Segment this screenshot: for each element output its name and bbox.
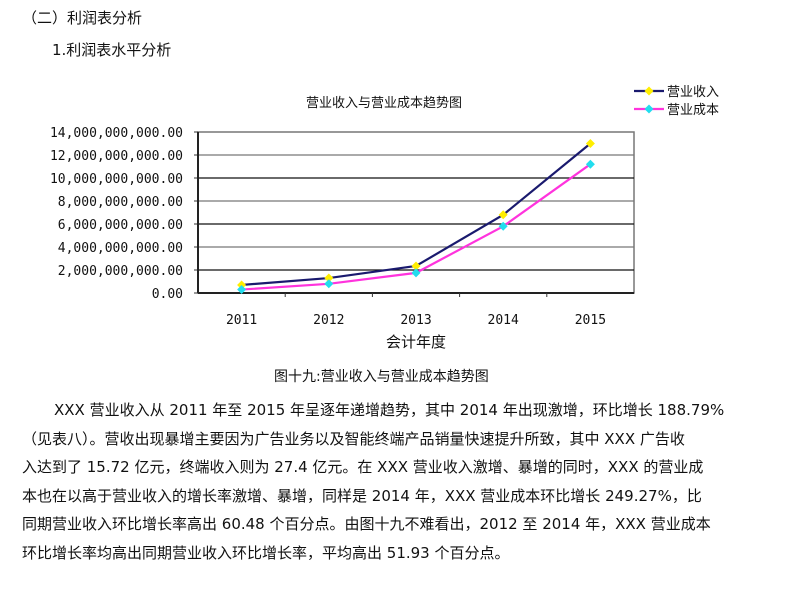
data-point-marker <box>585 159 595 169</box>
x-tick-label: 2015 <box>575 313 606 328</box>
line-chart: 营业收入与营业成本趋势图 0.00 2,000,000,000.00 4,000,0… <box>0 70 787 360</box>
x-axis-title: 会计年度 <box>386 333 446 351</box>
legend-label: 营业成本 <box>667 103 719 118</box>
x-tick-label: 2012 <box>313 313 344 328</box>
data-point-marker <box>411 261 421 271</box>
y-tick-label: 2,000,000,000.00 <box>58 264 183 279</box>
paragraph-line: 本也在以高于营业收入的增长率激增、暴增，同样是 2014 年，XXX 营业成本环… <box>22 486 702 505</box>
legend-label: 营业收入 <box>667 85 719 100</box>
y-axis-labels: 0.00 2,000,000,000.00 4,000,000,000.00 6,00… <box>50 126 183 302</box>
paragraph-line: 环比增长率均高出同期营业收入环比增长率，平均高出 51.93 个百分点。 <box>22 543 510 562</box>
y-tick-label: 14,000,000,000.00 <box>50 126 183 141</box>
section-heading: （二）利润表分析 <box>22 9 143 27</box>
data-point-marker <box>411 268 421 278</box>
paragraph-line: XXX 营业收入从 2011 年至 2015 年呈逐年递增趋势，其中 2014 … <box>54 401 725 419</box>
data-point-marker <box>498 221 508 231</box>
y-tick-label: 4,000,000,000.00 <box>58 241 183 256</box>
subsection-heading: 1.利润表水平分析 <box>52 41 172 59</box>
paragraph-line: 入达到了 15.72 亿元，终端收入则为 27.4 亿元。在 XXX 营业收入激… <box>22 458 704 476</box>
figure-caption: 图十九:营业收入与营业成本趋势图 <box>274 369 489 385</box>
data-point-marker <box>237 285 247 295</box>
y-tick-label: 0.00 <box>152 287 183 302</box>
paragraph-line: （见表八）。营收出现暴增主要因为广告业务以及智能终端产品销量快速提升所致，其中 … <box>22 429 685 448</box>
data-point-marker <box>498 210 508 220</box>
x-axis-labels: 2011 2012 2013 2014 2015 <box>226 313 606 328</box>
x-tick-label: 2011 <box>226 313 257 328</box>
y-tick-label: 8,000,000,000.00 <box>58 195 183 210</box>
chart-series <box>237 139 595 295</box>
y-tick-label: 6,000,000,000.00 <box>58 218 183 233</box>
y-tick-label: 12,000,000,000.00 <box>50 149 183 164</box>
data-point-marker <box>237 280 247 290</box>
data-point-marker <box>324 273 334 283</box>
analysis-paragraph: XXX 营业收入从 2011 年至 2015 年呈逐年递增趋势，其中 2014 … <box>22 396 782 567</box>
y-tick-label: 10,000,000,000.00 <box>50 172 183 187</box>
x-tick-label: 2013 <box>400 313 431 328</box>
data-point-marker <box>585 139 595 148</box>
data-point-marker <box>324 279 334 289</box>
chart-title: 营业收入与营业成本趋势图 <box>306 95 462 111</box>
x-tick-label: 2014 <box>488 313 519 328</box>
paragraph-line: 同期营业收入环比增长率高出 60.48 个百分点。由图十九不难看出，2012 至… <box>22 515 711 533</box>
